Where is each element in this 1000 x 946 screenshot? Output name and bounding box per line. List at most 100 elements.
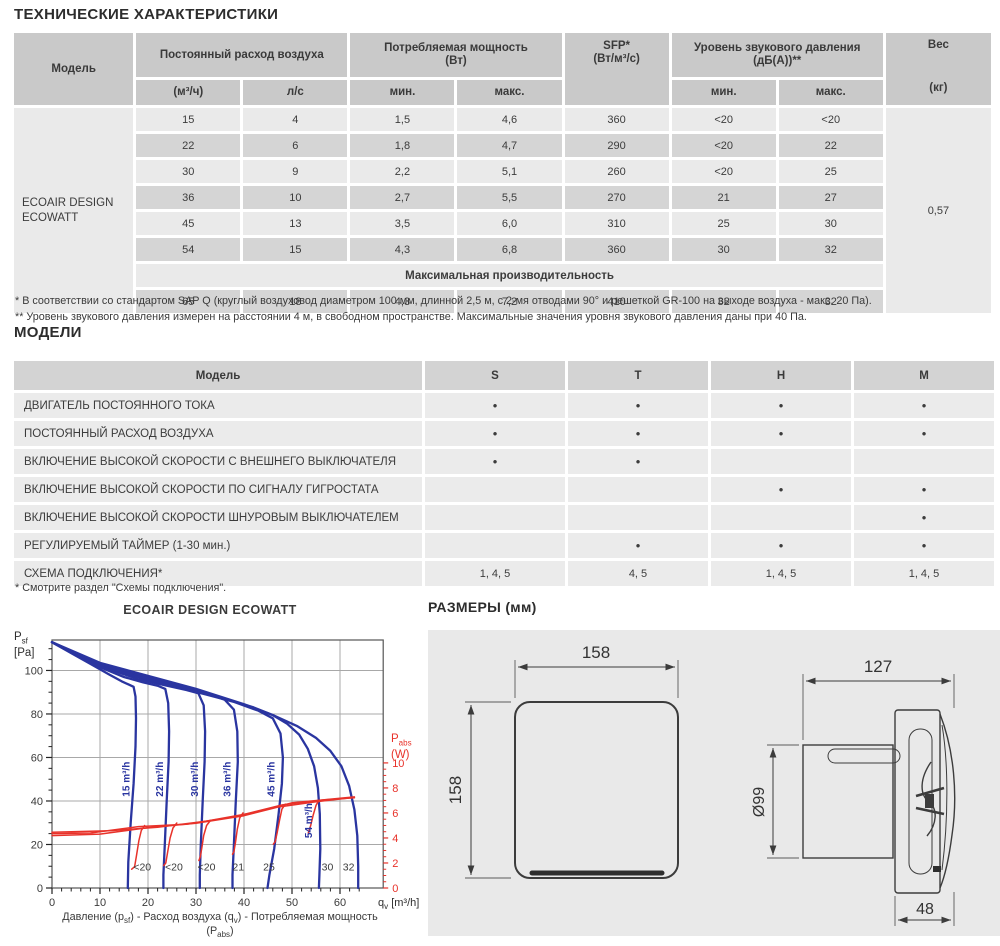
feature-bullet: •: [568, 393, 708, 418]
fan-blade: [915, 806, 945, 816]
housing-depth-value: 48: [916, 901, 934, 918]
spec-footnotes: * В соответствии со стандартом SAP Q (кр…: [15, 293, 872, 325]
weight-value-cell: 0,57: [885, 108, 991, 313]
spec-value-cell: 4,3: [350, 238, 455, 261]
feature-bullet: •: [854, 421, 994, 446]
y-tick-label: 40: [31, 796, 43, 808]
spec-row-max: 65 18 4,3 7,2 410 32 32: [14, 290, 991, 313]
feature-value: [425, 477, 565, 502]
chart-title: ECOAIR DESIGN ECOWATT: [123, 603, 297, 617]
model-name-line1: ECOAIR DESIGN: [22, 196, 114, 209]
feature-value: [711, 505, 851, 530]
feature-bullet: •: [568, 449, 708, 474]
spec-value-cell: <20: [671, 134, 776, 157]
models-col-model: Модель: [14, 361, 422, 390]
spec-footnote-2: ** Уровень звукового давления измерен на…: [15, 311, 807, 323]
cover-notch: [933, 866, 941, 872]
spec-value-cell: 27: [778, 186, 883, 209]
spec-value-cell: 32: [778, 238, 883, 261]
spec-value-cell: 4,3: [350, 290, 455, 313]
y2-tick-label: 2: [392, 858, 398, 870]
feature-label: ВКЛЮЧЕНИЕ ВЫСОКОЙ СКОРОСТИ ШНУРОВЫМ ВЫКЛ…: [14, 505, 422, 530]
subheader-noise-max: макс.: [778, 80, 883, 105]
subheader-power-max: макс.: [457, 80, 562, 105]
spec-value-cell: 9: [243, 160, 348, 183]
y2-tick-label: 8: [392, 783, 398, 795]
chart-y-axis-label: Psf [Pa]: [14, 631, 35, 660]
noise-level-label: <20: [198, 862, 216, 874]
front-width-value: 158: [582, 643, 610, 662]
housing-back-plate: [894, 709, 941, 894]
spec-row: 54 15 4,3 6,8 360 30 32: [14, 238, 991, 261]
spec-value-cell: 22: [778, 134, 883, 157]
spec-value-cell: 360: [564, 238, 669, 261]
model-name-cell: ECOAIR DESIGN ECOWATT: [14, 108, 134, 313]
spec-value-cell: 30: [136, 160, 241, 183]
col-header-sfp: SFP* (Вт/м³/с): [564, 33, 669, 105]
feature-value: [711, 449, 851, 474]
subheader-power-min: мин.: [350, 80, 455, 105]
feature-bullet: •: [568, 533, 708, 558]
spec-value-cell: 18: [243, 290, 348, 313]
feature-value: 4, 5: [568, 561, 708, 586]
front-cover-outline: [514, 701, 679, 879]
x-tick-label: 60: [334, 897, 346, 909]
spec-value-cell: 32: [778, 290, 883, 313]
chart-x-axis-label: qv [m³/h]: [378, 897, 420, 912]
col-header-airflow: Постоянный расход воздуха: [136, 33, 348, 77]
subheader-ls: л/с: [243, 80, 348, 105]
fan-curve: [50, 641, 138, 890]
models-col-s: S: [425, 361, 565, 390]
spec-value-cell: 360: [564, 108, 669, 131]
x-tick-label: 50: [286, 897, 298, 909]
fan-curve: [50, 641, 207, 890]
noise-level-label: 32: [343, 862, 355, 874]
feature-bullet: •: [425, 421, 565, 446]
feature-label: ВКЛЮЧЕНИЕ ВЫСОКОЙ СКОРОСТИ ПО СИГНАЛУ ГИ…: [14, 477, 422, 502]
y-tick-label: 80: [31, 709, 43, 721]
feature-row: ВКЛЮЧЕНИЕ ВЫСОКОЙ СКОРОСТИ ПО СИГНАЛУ ГИ…: [14, 477, 994, 502]
x-tick-label: 10: [94, 897, 106, 909]
spec-value-cell: 32: [671, 290, 776, 313]
chart-caption: Давление (psf) - Расход воздуха (qv) - П…: [62, 911, 378, 940]
power-curve: [272, 803, 287, 845]
power-curve: [51, 797, 356, 834]
spec-value-cell: 4,6: [457, 108, 562, 131]
weight-label: Вес: [927, 39, 949, 51]
fan-curve-label: 54 m³/h: [304, 803, 315, 838]
spec-value-cell: 15: [136, 108, 241, 131]
x-tick-label: 30: [190, 897, 202, 909]
fan-blade: [915, 786, 945, 798]
spec-footnote-1: * В соответствии со стандартом SAP Q (кр…: [15, 295, 872, 307]
y-tick-label: 100: [25, 665, 43, 677]
spec-value-cell: 21: [671, 186, 776, 209]
subheader-noise-min: мин.: [671, 80, 776, 105]
feature-value: 1, 4, 5: [425, 561, 565, 586]
fan-curve: [50, 641, 322, 890]
spec-value-cell: 1,8: [350, 134, 455, 157]
y2-tick-label: 0: [392, 883, 398, 895]
feature-value: [425, 505, 565, 530]
col-header-weight: Вес (кг): [885, 33, 991, 105]
feature-bullet: •: [711, 477, 851, 502]
feature-value: 1, 4, 5: [711, 561, 851, 586]
feature-bullet: •: [854, 505, 994, 530]
spec-value-cell: 270: [564, 186, 669, 209]
dimensions-drawing: 158 158 Ø99: [446, 643, 956, 926]
y2-tick-label: 10: [392, 758, 404, 770]
fan-curve-label: 15 m³/h: [121, 762, 132, 797]
feature-row: РЕГУЛИРУЕМЫЙ ТАЙМЕР (1-30 мин.) • • •: [14, 533, 994, 558]
feature-label: ПОСТОЯННЫЙ РАСХОД ВОЗДУХА: [14, 421, 422, 446]
max-capacity-row: Максимальная производительность: [14, 264, 991, 287]
feature-bullet: •: [568, 421, 708, 446]
spec-value-cell: 410: [564, 290, 669, 313]
fan-curve: [50, 641, 360, 890]
max-capacity-label: Максимальная производительность: [136, 264, 883, 287]
dimensions-panel: 158 158 Ø99: [428, 630, 1000, 936]
spec-value-cell: 5,1: [457, 160, 562, 183]
models-section-title: МОДЕЛИ: [14, 324, 82, 341]
duct-spigot: [802, 744, 894, 859]
dimensions-section-title: РАЗМЕРЫ (мм): [428, 599, 537, 615]
col-header-noise: Уровень звукового давления (дБ(А))**: [671, 33, 883, 77]
